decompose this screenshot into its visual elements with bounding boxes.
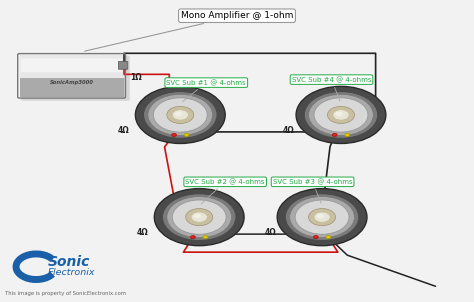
Circle shape	[167, 106, 194, 124]
Circle shape	[191, 212, 207, 222]
Text: 1Ω: 1Ω	[130, 73, 142, 82]
Circle shape	[309, 94, 374, 136]
Text: Mono Amplifier @ 1-ohm: Mono Amplifier @ 1-ohm	[85, 11, 293, 51]
Text: This image is property of SonicElectronix.com: This image is property of SonicElectroni…	[5, 291, 127, 296]
Circle shape	[203, 236, 208, 239]
Circle shape	[295, 200, 349, 234]
Text: Sonic: Sonic	[48, 255, 91, 269]
FancyBboxPatch shape	[19, 78, 124, 97]
Circle shape	[345, 133, 350, 137]
Text: Electronix: Electronix	[48, 268, 95, 277]
Text: 4Ω: 4Ω	[118, 126, 129, 135]
Circle shape	[317, 214, 324, 218]
Circle shape	[296, 86, 386, 143]
Circle shape	[172, 200, 226, 234]
Text: SVC Sub #2 @ 4-ohms: SVC Sub #2 @ 4-ohms	[185, 178, 265, 204]
Circle shape	[175, 111, 182, 116]
Text: 4Ω: 4Ω	[264, 228, 276, 237]
Circle shape	[148, 94, 213, 136]
Circle shape	[313, 236, 318, 239]
Circle shape	[304, 92, 378, 138]
Circle shape	[194, 214, 201, 218]
FancyBboxPatch shape	[118, 61, 128, 69]
FancyBboxPatch shape	[19, 55, 124, 78]
Text: SVC Sub #4 @ 4-ohms: SVC Sub #4 @ 4-ohms	[292, 76, 371, 101]
Circle shape	[309, 209, 336, 226]
Text: 4Ω: 4Ω	[137, 228, 148, 237]
Circle shape	[184, 133, 189, 137]
FancyBboxPatch shape	[21, 58, 122, 72]
Circle shape	[336, 111, 343, 116]
Text: 4Ω: 4Ω	[283, 126, 295, 135]
Circle shape	[136, 86, 225, 143]
Text: SVC Sub #1 @ 4-ohms: SVC Sub #1 @ 4-ohms	[166, 79, 246, 102]
Circle shape	[285, 194, 359, 241]
Circle shape	[290, 197, 355, 238]
Text: SonicAmp3000: SonicAmp3000	[50, 80, 93, 85]
Circle shape	[277, 188, 367, 246]
Circle shape	[144, 92, 217, 138]
FancyBboxPatch shape	[21, 56, 130, 101]
Circle shape	[314, 212, 330, 222]
Circle shape	[172, 133, 176, 137]
Circle shape	[155, 188, 244, 246]
Text: SVC Sub #3 @ 4-ohms: SVC Sub #3 @ 4-ohms	[273, 178, 353, 203]
Circle shape	[333, 110, 349, 120]
Circle shape	[172, 110, 188, 120]
Circle shape	[328, 106, 355, 124]
Circle shape	[332, 133, 337, 137]
Circle shape	[314, 98, 368, 132]
Circle shape	[191, 236, 195, 239]
Circle shape	[186, 209, 213, 226]
Circle shape	[167, 197, 231, 238]
Circle shape	[163, 194, 236, 241]
Circle shape	[326, 236, 331, 239]
Circle shape	[154, 98, 207, 132]
